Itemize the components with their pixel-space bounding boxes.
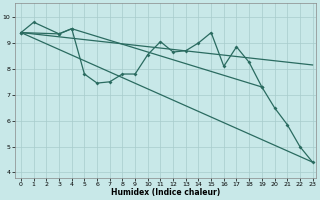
X-axis label: Humidex (Indice chaleur): Humidex (Indice chaleur) — [111, 188, 220, 197]
